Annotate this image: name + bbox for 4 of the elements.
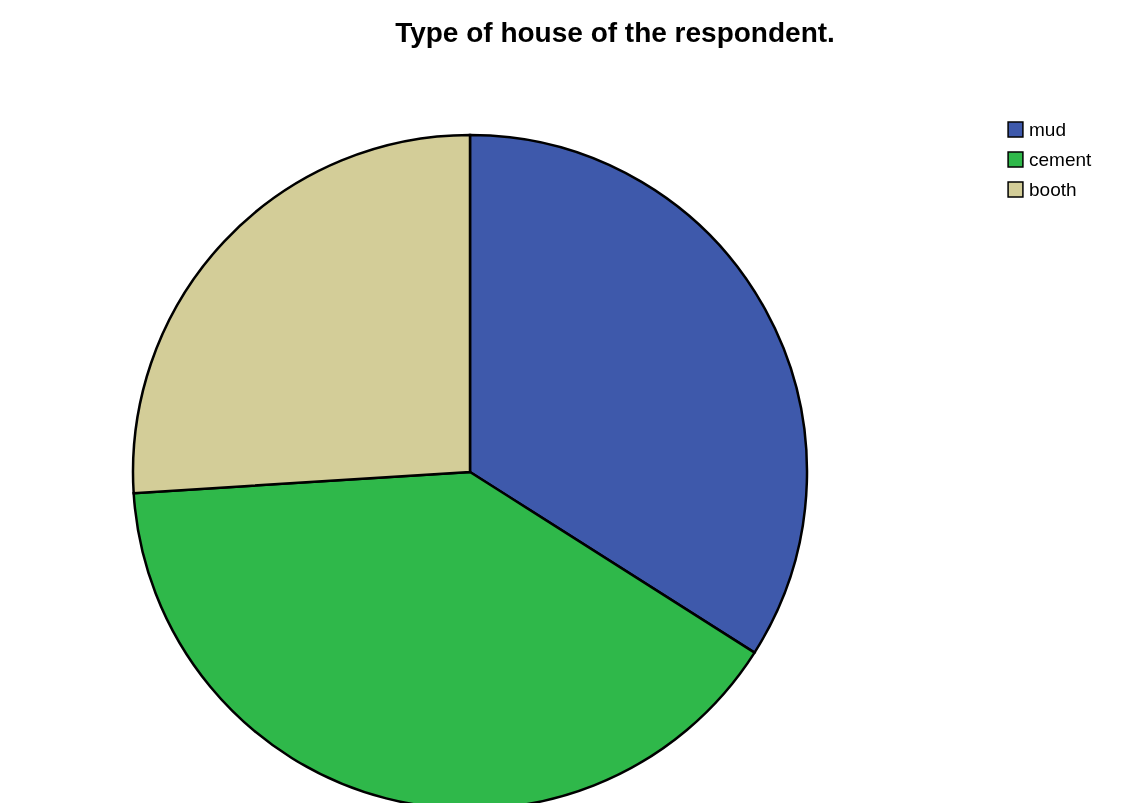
- legend-label: booth: [1029, 178, 1077, 200]
- legend-label: mud: [1029, 118, 1066, 140]
- legend-label: cement: [1029, 148, 1093, 170]
- chart-title: Type of house of the respondent.: [395, 17, 835, 48]
